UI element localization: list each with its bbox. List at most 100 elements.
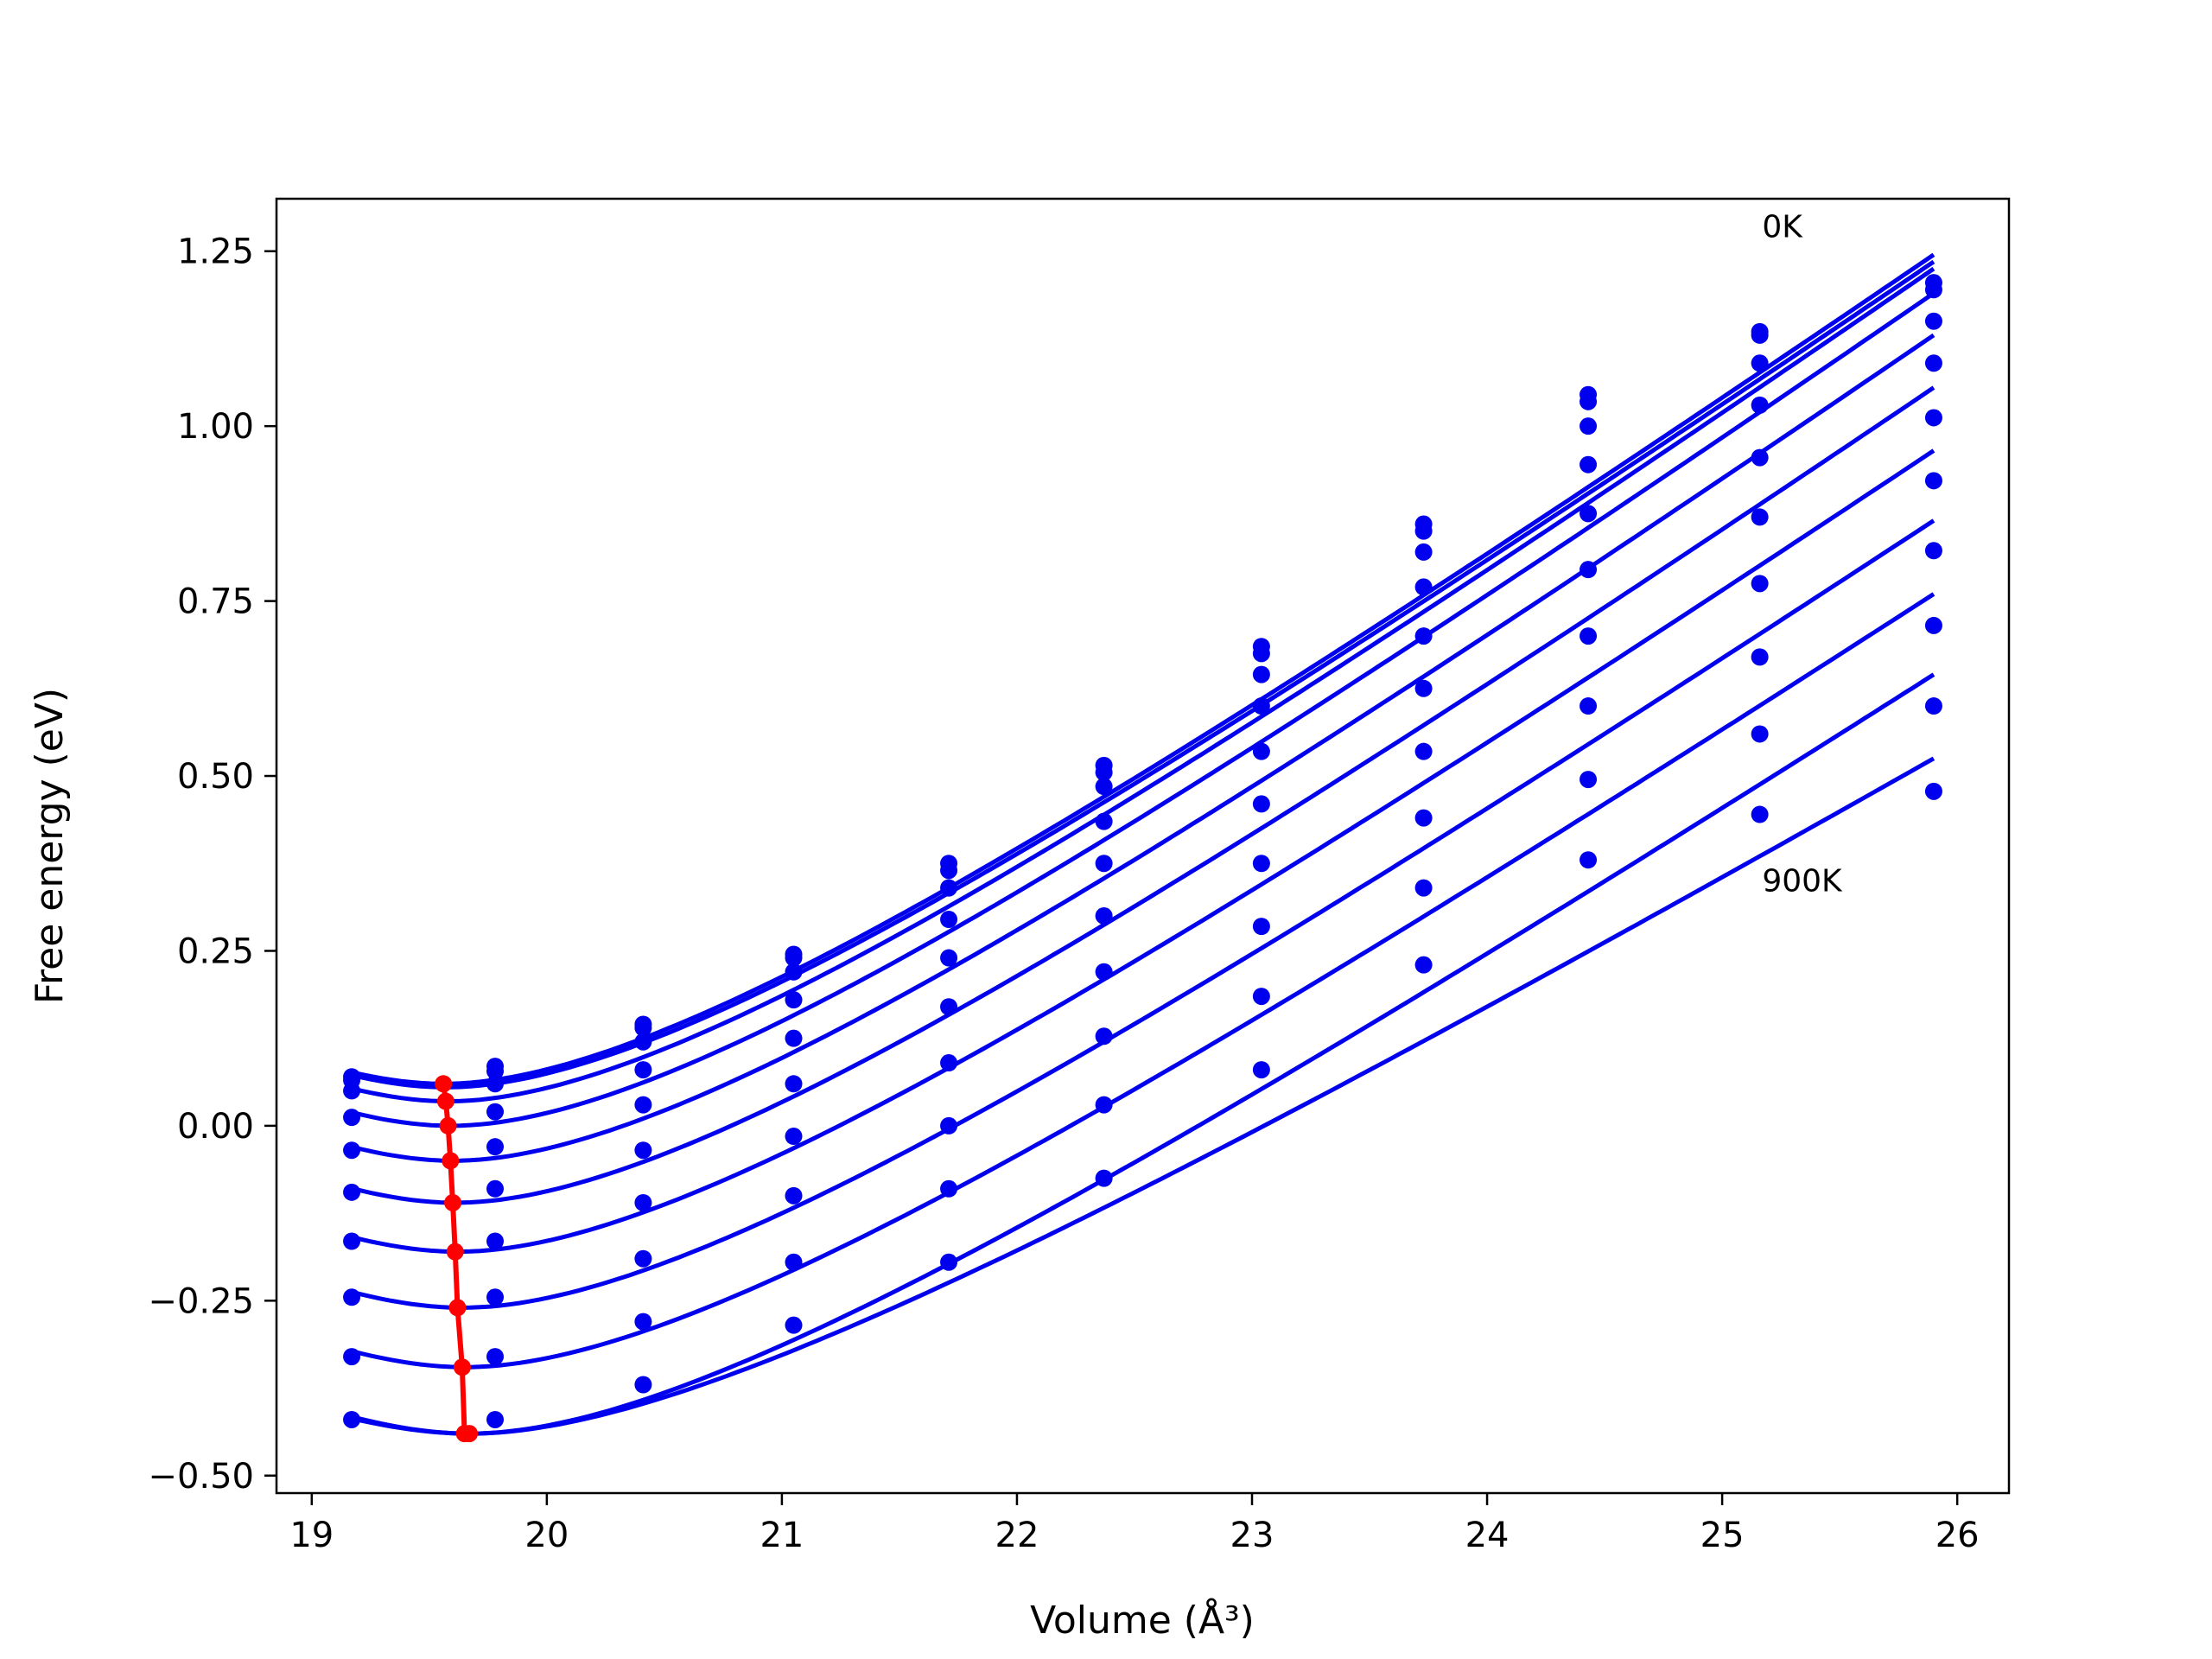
x-tick-label: 23 (1230, 1516, 1274, 1555)
data-point (1414, 522, 1433, 540)
x-tick-label: 26 (1936, 1516, 1980, 1555)
fit-curves (351, 252, 1936, 1436)
plot-area-frame (275, 197, 2011, 1495)
data-point (486, 1179, 505, 1198)
data-point (1252, 918, 1270, 936)
data-point (1252, 665, 1270, 683)
data-point (1924, 409, 1942, 427)
data-point (1751, 648, 1769, 666)
data-point (634, 1096, 652, 1114)
data-point (1252, 742, 1270, 760)
data-point (1580, 455, 1598, 474)
data-point (1414, 809, 1433, 827)
temperature-annotation: 0K (1762, 210, 1803, 245)
data-point (940, 998, 958, 1016)
minimum-point (446, 1243, 464, 1261)
fit-curve-2 (351, 266, 1936, 1104)
data-point (1414, 956, 1433, 974)
data-points (343, 274, 1942, 1428)
data-point (1252, 988, 1270, 1006)
data-point (343, 1232, 361, 1250)
data-point (1924, 312, 1942, 330)
x-tick-label: 20 (524, 1516, 569, 1555)
minimum-point (442, 1152, 460, 1170)
data-point (486, 1103, 505, 1121)
fit-curve-3 (351, 291, 1936, 1128)
y-tick-label: 0.25 (177, 931, 254, 971)
data-point (634, 1141, 652, 1160)
data-point (940, 911, 958, 929)
data-point (785, 1316, 803, 1334)
minimum-point (436, 1092, 454, 1110)
data-point (1751, 805, 1769, 823)
y-axis-ticks: −0.50 −0.25 0.00 0.25 0.50 0.75 1.00 1.25 (148, 232, 276, 1497)
data-point (486, 1288, 505, 1306)
data-point (1095, 812, 1113, 830)
data-point (1095, 906, 1113, 925)
data-point (343, 1141, 361, 1160)
data-point (486, 1232, 505, 1250)
x-tick-label: 21 (760, 1516, 804, 1555)
y-tick-label: 0.75 (177, 582, 254, 622)
y-tick-label: −0.25 (148, 1281, 254, 1321)
data-point (785, 963, 803, 981)
data-point (486, 1410, 505, 1428)
data-point (634, 1249, 652, 1268)
data-point (1580, 771, 1598, 789)
x-tick-label: 22 (995, 1516, 1039, 1555)
data-point (940, 1179, 958, 1198)
minimum-locus (435, 1075, 479, 1443)
data-point (1924, 542, 1942, 560)
y-tick-label: −0.50 (148, 1457, 254, 1497)
data-point (343, 1348, 361, 1366)
data-point (1252, 855, 1270, 873)
data-point (1414, 627, 1433, 645)
fit-curve-10 (351, 756, 1936, 1436)
data-point (1751, 396, 1769, 414)
data-point (343, 1082, 361, 1100)
data-point (1751, 575, 1769, 593)
data-point (1751, 354, 1769, 372)
minimum-locus-line (441, 1083, 470, 1437)
data-point (634, 1193, 652, 1211)
data-point (1095, 763, 1113, 781)
data-point (1414, 679, 1433, 697)
data-point (940, 949, 958, 967)
data-point (785, 1186, 803, 1205)
data-point (1751, 448, 1769, 467)
data-point (634, 1033, 652, 1051)
data-point (1095, 855, 1113, 873)
fit-curve-5 (351, 385, 1936, 1205)
data-point (785, 1128, 803, 1146)
y-tick-label: 1.00 (177, 407, 254, 447)
temperature-annotation: 900K (1762, 864, 1843, 899)
y-tick-label: 0.00 (177, 1107, 254, 1147)
fit-curve-4 (351, 333, 1936, 1163)
data-point (1414, 578, 1433, 596)
data-point (1414, 543, 1433, 561)
data-point (1252, 645, 1270, 663)
minimum-point (439, 1116, 457, 1135)
data-point (940, 1253, 958, 1271)
data-point (1095, 963, 1113, 981)
data-point (785, 949, 803, 967)
data-point (940, 861, 958, 880)
minimum-point (444, 1193, 462, 1211)
data-point (940, 1054, 958, 1072)
data-point (634, 1313, 652, 1331)
data-point (343, 1109, 361, 1127)
data-point (1580, 505, 1598, 523)
data-point (1414, 879, 1433, 897)
data-point (1924, 281, 1942, 299)
x-axis-label: Volume (Å³) (1030, 1597, 1255, 1643)
data-point (1751, 508, 1769, 526)
minimum-point (453, 1358, 471, 1376)
fit-curve-7 (351, 518, 1936, 1310)
fit-curve-0 (351, 252, 1936, 1086)
data-point (1580, 627, 1598, 645)
data-point (785, 1253, 803, 1271)
data-point (1924, 697, 1942, 715)
data-point (1924, 354, 1942, 372)
data-point (343, 1183, 361, 1201)
